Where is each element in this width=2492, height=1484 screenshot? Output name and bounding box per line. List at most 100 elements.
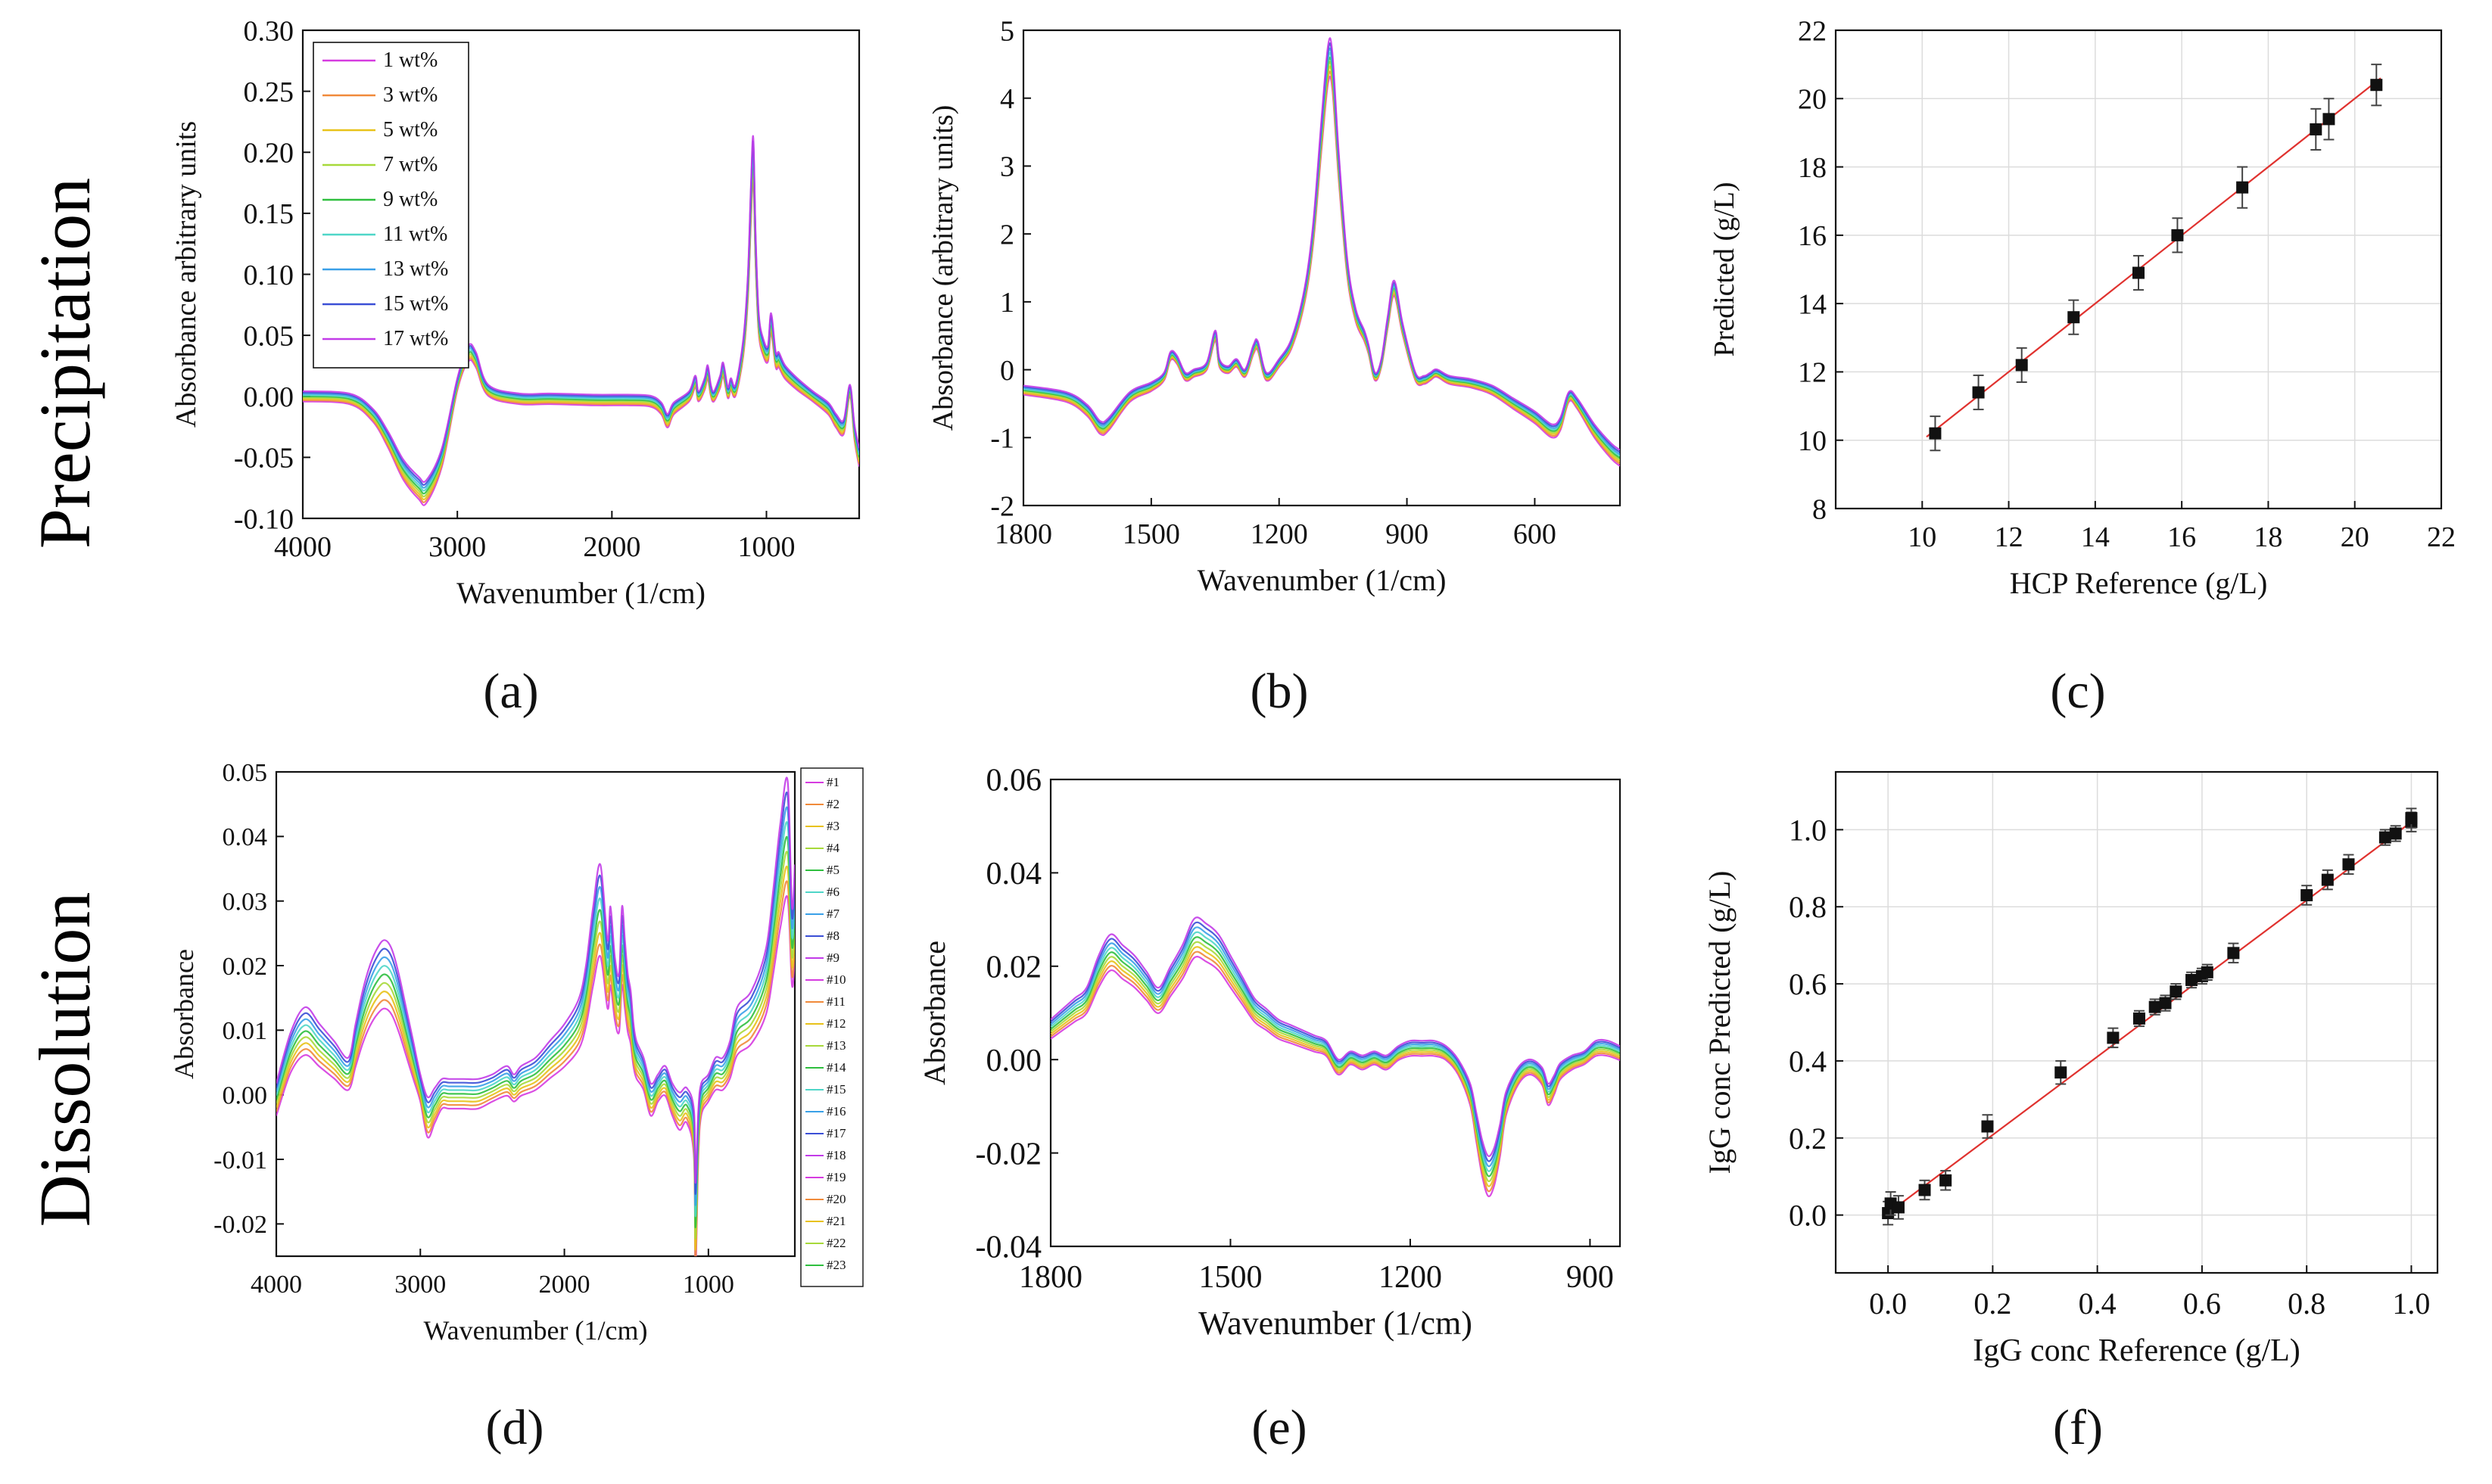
data-point-c <box>2067 311 2080 324</box>
legend-label-a: 11 wt% <box>383 222 447 246</box>
data-point-c <box>2236 181 2249 194</box>
plot-area-f <box>1882 807 2418 1226</box>
x-tick-label-d: 1000 <box>683 1271 734 1299</box>
chart-d: 4000 3000 2000 1000 -0.02 -0.01 0.00 0.01 0.02 0.… <box>169 759 864 1455</box>
series-line-d <box>276 806 795 1206</box>
x-tick-label-d: 2000 <box>539 1271 590 1299</box>
x-tick-label-b: 900 <box>1385 518 1428 550</box>
x-axis-label-a: Wavenumber (1/cm) <box>456 576 706 610</box>
data-point-c <box>2015 359 2028 372</box>
chart-e: 1800 1500 1200 900 -0.04 -0.02 0.00 0.02 0.04 0.0… <box>917 764 1621 1455</box>
legend-box-a <box>313 42 469 369</box>
data-point-f <box>1981 1120 1994 1133</box>
legend-label-d: #13 <box>827 1038 846 1053</box>
series-line-e <box>1051 956 1620 1198</box>
data-point-f <box>2132 1012 2145 1025</box>
row-label-dissolution: Dissolution <box>24 892 105 1227</box>
data-point-f <box>2159 997 2172 1010</box>
y-tick-label-e: 0.02 <box>986 950 1042 985</box>
legend-label-a: 13 wt% <box>383 257 448 281</box>
y-tick-label-a: -0.05 <box>234 443 294 474</box>
panel-label-c: (c) <box>2050 664 2105 719</box>
y-tick-label-f: 0.0 <box>1789 1199 1827 1233</box>
y-tick-label-d: -0.01 <box>213 1146 267 1174</box>
y-tick-label-a: 0.15 <box>244 198 294 230</box>
y-tick-label-b: -2 <box>990 490 1014 522</box>
y-tick-label-c: 18 <box>1798 152 1827 184</box>
legend-label-d: #20 <box>827 1192 846 1206</box>
data-point-c <box>2171 229 2184 241</box>
panel-label-b: (b) <box>1251 664 1309 719</box>
y-axis-label-f: IgG conc Predicted (g/L) <box>1702 871 1737 1174</box>
y-tick-label-a: 0.30 <box>244 15 294 47</box>
legend-label-a: 9 wt% <box>383 188 438 211</box>
y-tick-label-e: -0.02 <box>976 1137 1042 1171</box>
data-point-f <box>2054 1066 2067 1079</box>
data-point-c <box>2132 266 2145 279</box>
legend-label-d: #4 <box>827 841 840 855</box>
y-tick-label-d: 0.03 <box>223 888 268 916</box>
data-point-c <box>1972 386 1985 399</box>
legend-label-a: 5 wt% <box>383 118 438 142</box>
legend-label-d: #19 <box>827 1170 846 1184</box>
chart-f: 0.0 0.2 0.4 0.6 0.8 1.0 0.0 0.2 0.4 0.6 0.8 1.0 IgG … <box>1702 770 2439 1455</box>
data-point-f <box>1939 1174 1952 1187</box>
y-tick-label-e: 0.06 <box>986 764 1042 798</box>
plot-area-b <box>1023 37 1620 467</box>
y-tick-label-e: -0.04 <box>976 1230 1042 1265</box>
legend-label-d: #23 <box>827 1258 846 1272</box>
x-tick-label-f: 1.0 <box>2392 1286 2430 1321</box>
data-point-f <box>2321 873 2334 886</box>
x-tick-label-c: 16 <box>2167 521 2196 553</box>
x-tick-label-c: 20 <box>2341 521 2369 553</box>
y-tick-label-d: 0.02 <box>223 953 268 981</box>
series-line-e <box>1051 931 1620 1172</box>
legend-label-a: 15 wt% <box>383 292 448 316</box>
y-tick-label-c: 22 <box>1798 15 1827 47</box>
series-line-d <box>276 895 795 1256</box>
y-tick-label-a: 0.10 <box>244 260 294 291</box>
legend-label-d: #1 <box>827 775 839 789</box>
x-tick-label-d: 3000 <box>394 1271 446 1299</box>
x-tick-label-c: 14 <box>2081 521 2110 553</box>
series-line-b <box>1023 37 1620 451</box>
x-tick-label-b: 1800 <box>995 518 1052 550</box>
x-tick-label-a: 3000 <box>428 531 486 563</box>
y-tick-label-f: 0.8 <box>1789 890 1827 924</box>
y-axis-label-d: Absorbance <box>169 949 199 1079</box>
panel-label-e: (e) <box>1251 1400 1307 1455</box>
legend-label-d: #5 <box>827 863 839 877</box>
legend-label-d: #21 <box>827 1214 846 1228</box>
y-tick-label-f: 0.2 <box>1789 1122 1827 1156</box>
data-point-f <box>2300 888 2313 901</box>
plot-frame-e <box>1049 778 1621 1248</box>
fit-line-f <box>1887 821 2413 1214</box>
x-tick-label-b: 1200 <box>1251 518 1308 550</box>
data-point-f <box>1892 1201 1905 1214</box>
x-tick-label-f: 0.6 <box>2183 1286 2221 1321</box>
plot-frame-d <box>275 770 796 1258</box>
data-point-f <box>2201 966 2213 978</box>
series-line-d <box>276 880 795 1256</box>
data-point-f <box>2378 831 2391 844</box>
series-line-d <box>276 851 795 1240</box>
data-point-f <box>1918 1184 1931 1196</box>
x-tick-label-e: 1800 <box>1019 1260 1082 1295</box>
chart-a: 4000 3000 2000 1000 -0.10 -0.05 0.00 0.05 0.10 0.… <box>170 15 861 719</box>
series-line-e <box>1051 926 1620 1168</box>
y-tick-label-c: 14 <box>1798 288 1827 320</box>
data-point-c <box>2370 79 2383 92</box>
series-line-e <box>1051 921 1620 1162</box>
legend-label-d: #9 <box>827 950 839 965</box>
y-tick-label-b: 4 <box>1000 83 1014 115</box>
legend-label-d: #15 <box>827 1082 846 1097</box>
legend-label-a: 17 wt% <box>383 327 448 350</box>
y-tick-label-b: 3 <box>1000 151 1014 183</box>
data-point-c <box>1929 427 1942 440</box>
y-tick-label-b: -1 <box>990 423 1014 455</box>
x-tick-label-a: 4000 <box>274 531 332 563</box>
x-tick-label-b: 1500 <box>1123 518 1180 550</box>
y-tick-label-a: 0.20 <box>244 138 294 170</box>
legend-label-d: #7 <box>827 907 840 921</box>
x-tick-label-a: 1000 <box>738 531 796 563</box>
